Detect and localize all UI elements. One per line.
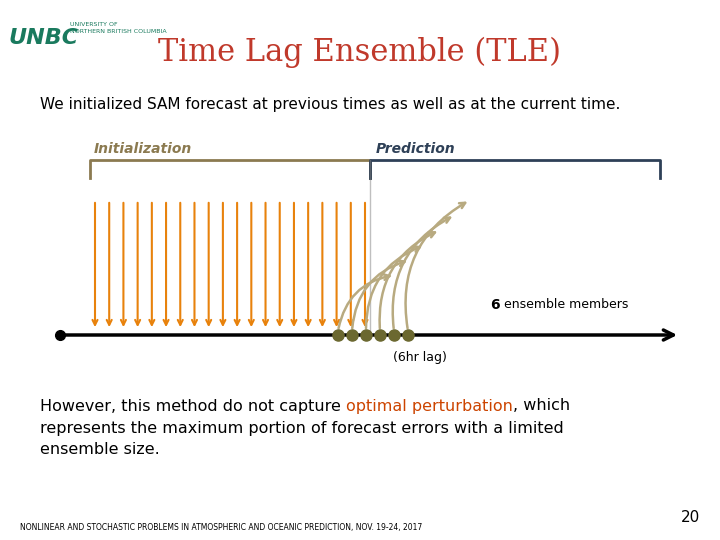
Text: (6hr lag): (6hr lag) (393, 352, 447, 365)
Text: UNIVERSITY OF
NORTHERN BRITISH COLUMBIA: UNIVERSITY OF NORTHERN BRITISH COLUMBIA (70, 22, 166, 34)
Text: Time Lag Ensemble (TLE): Time Lag Ensemble (TLE) (158, 36, 562, 68)
Text: represents the maximum portion of forecast errors with a limited: represents the maximum portion of foreca… (40, 421, 564, 435)
Text: 20: 20 (680, 510, 700, 525)
Text: , which: , which (513, 399, 570, 414)
Text: optimal perturbation: optimal perturbation (346, 399, 513, 414)
Text: Prediction: Prediction (376, 142, 456, 156)
Text: Initialization: Initialization (94, 142, 192, 156)
Text: UNBC: UNBC (8, 28, 78, 48)
Text: NONLINEAR AND STOCHASTIC PROBLEMS IN ATMOSPHERIC AND OCEANIC PREDICTION, NOV. 19: NONLINEAR AND STOCHASTIC PROBLEMS IN ATM… (20, 523, 422, 532)
Text: ensemble size.: ensemble size. (40, 442, 160, 457)
Text: ensemble members: ensemble members (500, 299, 629, 312)
Text: We initialized SAM forecast at previous times as well as at the current time.: We initialized SAM forecast at previous … (40, 98, 621, 112)
Text: 6: 6 (490, 298, 500, 312)
Text: However, this method do not capture: However, this method do not capture (40, 399, 346, 414)
